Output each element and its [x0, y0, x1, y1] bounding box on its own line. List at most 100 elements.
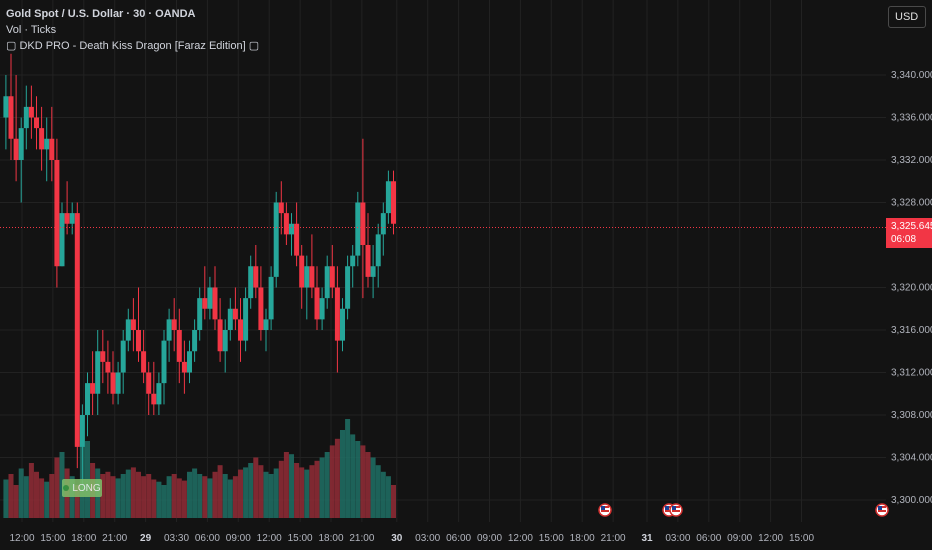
volume-bar	[23, 476, 29, 518]
volume-bar	[156, 481, 162, 518]
volume-bar	[161, 485, 167, 518]
candle-body	[345, 266, 351, 309]
price-axis: 3,340.000 3,336.000 3,332.000 3,328.000 3,32…	[886, 0, 932, 550]
time-tick-label: 31	[641, 533, 653, 544]
volume-bar	[370, 457, 376, 518]
volume-bar	[39, 478, 45, 518]
candle-body	[187, 351, 192, 373]
candle-body	[278, 202, 284, 214]
candle-body	[197, 298, 203, 330]
volume-bar	[273, 468, 279, 518]
candle-body	[207, 287, 213, 309]
volume-bar	[8, 474, 14, 518]
price-tick-label: 3,312.000	[891, 368, 932, 379]
volume-bar	[100, 474, 106, 518]
price-tick-label: 3,316.000	[891, 325, 932, 336]
time-tick-label: 15:00	[539, 533, 564, 544]
volume-bar	[329, 445, 335, 518]
candle-body	[8, 96, 14, 139]
us-flag-icon	[875, 503, 889, 517]
candle-body	[85, 383, 90, 415]
candle-body	[49, 138, 55, 160]
candle-body	[324, 266, 330, 299]
flag-stripe	[878, 510, 886, 512]
volume-bar	[212, 471, 218, 518]
volume-bar	[120, 474, 126, 518]
volume-bar	[49, 474, 55, 518]
volume-bar	[385, 476, 391, 518]
volume-bar	[345, 419, 351, 518]
time-tick-label: 03:00	[415, 533, 440, 544]
price-axis-bg	[886, 0, 932, 550]
price-tick-label: 3,340.000	[891, 70, 932, 81]
time-tick-label: 09:00	[727, 533, 752, 544]
volume-bar	[44, 481, 50, 518]
volume-indicator-label[interactable]: Vol · Ticks	[6, 24, 57, 36]
candle-body	[380, 213, 386, 235]
volume-bar	[268, 474, 274, 518]
flag-stripe	[601, 510, 609, 512]
candle-body	[248, 266, 254, 299]
flag-canton	[601, 506, 605, 510]
volume-bar	[365, 452, 371, 518]
us-flag-icon	[669, 503, 683, 517]
candle-body	[192, 330, 198, 352]
candle-body	[64, 213, 70, 224]
volume-bar	[28, 463, 34, 518]
volume-bar	[181, 480, 187, 518]
time-tick-label: 21:00	[102, 533, 127, 544]
symbol-title[interactable]: Gold Spot / U.S. Dollar · 30 · OANDA	[6, 8, 196, 20]
volume-bar	[309, 465, 315, 518]
candle-body	[334, 287, 340, 341]
volume-bar	[340, 430, 345, 518]
time-axis: 12:00 15:00 18:00 21:00 29 03:30 06:00 09:00 12:…	[0, 522, 886, 550]
indicator-label[interactable]: ▢ DKD PRO - Death Kiss Dragon [Faraz Edi…	[6, 40, 260, 52]
flag-canton	[665, 506, 669, 510]
candle-body	[181, 361, 187, 373]
candlesticks	[3, 53, 396, 490]
candle-body	[329, 266, 335, 288]
volume-bar	[350, 434, 356, 518]
volume-bar	[3, 479, 9, 518]
volume-bar	[197, 474, 203, 518]
volume-bar	[294, 463, 300, 518]
volume-bar	[202, 476, 208, 518]
time-tick-label: 09:00	[226, 533, 251, 544]
price-tick-label: 3,328.000	[891, 198, 932, 209]
candle-body	[125, 319, 131, 341]
volume-bar	[54, 457, 60, 518]
candle-body	[350, 255, 356, 267]
volume-bar	[355, 441, 361, 518]
candle-body	[79, 415, 85, 447]
candle-body	[59, 213, 65, 267]
candle-body	[212, 287, 218, 320]
event-flags	[598, 503, 889, 517]
candle-body	[28, 106, 34, 118]
price-tick-label: 3,332.000	[891, 155, 932, 166]
volume-bar	[192, 468, 198, 518]
volume-bar	[243, 467, 249, 518]
time-tick-label: 18:00	[71, 533, 96, 544]
flag-canton	[878, 506, 882, 510]
candle-body	[258, 287, 264, 330]
volume-bar	[166, 476, 172, 518]
candle-body	[391, 181, 396, 224]
volume-bar	[278, 460, 284, 518]
volume-bar	[105, 471, 111, 518]
candle-body	[222, 330, 228, 352]
volume-bar	[227, 479, 233, 518]
volume-bar	[324, 452, 330, 518]
candle-body	[294, 223, 300, 256]
candle-body	[202, 298, 208, 309]
volume-bar	[232, 476, 238, 518]
candle-body	[273, 202, 279, 277]
volume-bar	[125, 469, 131, 518]
flag-stripe	[672, 510, 680, 512]
volume-bar	[69, 476, 75, 518]
volume-bar	[253, 457, 259, 518]
volume-bar	[176, 478, 182, 518]
time-tick-label: 18:00	[570, 533, 595, 544]
candle-body	[385, 181, 391, 214]
currency-button[interactable]: USD	[888, 6, 926, 28]
